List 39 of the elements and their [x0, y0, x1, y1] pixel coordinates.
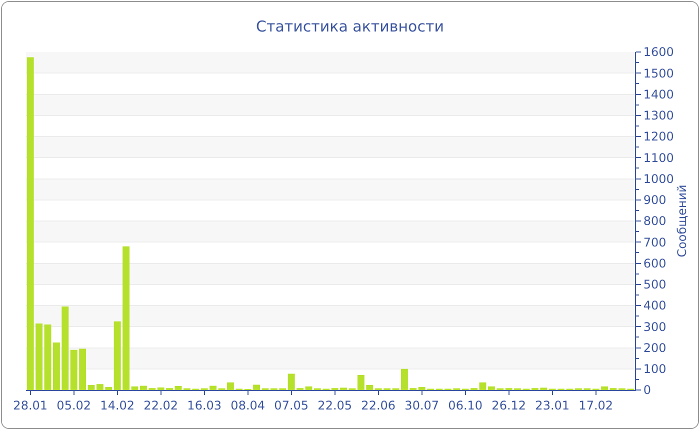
y-tick-label: 100 — [643, 362, 666, 376]
bar — [479, 382, 486, 390]
bar — [88, 384, 95, 390]
y-tick-label: 1200 — [643, 130, 674, 144]
y-tick-label: 1500 — [643, 66, 674, 80]
y-tick-label: 1300 — [643, 108, 674, 123]
x-tick-label: 05.02 — [56, 398, 92, 412]
y-tick-label: 1400 — [643, 87, 674, 102]
y-tick-label: 600 — [643, 256, 666, 270]
x-tick-label: 07.05 — [274, 398, 309, 412]
y-tick-label: 1000 — [643, 172, 674, 186]
x-tick-label: 14.02 — [100, 398, 135, 412]
x-tick-label: 22.02 — [144, 398, 178, 412]
x-tick-label: 28.01 — [13, 398, 48, 412]
x-tick-label: 06.10 — [448, 398, 483, 412]
y-tick-label: 800 — [643, 214, 666, 228]
y-tick-label: 1100 — [643, 150, 674, 165]
chart-title: Статистика активности — [256, 18, 444, 36]
y-tick-label: 700 — [643, 235, 666, 250]
y-tick-label: 900 — [643, 193, 666, 208]
bar — [174, 386, 182, 390]
y-axis-title: Сообщений — [674, 184, 689, 258]
y-tick-label: 0 — [643, 383, 652, 398]
y-tick-label: 500 — [643, 278, 666, 292]
y-tick-label: 400 — [643, 298, 666, 313]
y-tick-label: 300 — [643, 320, 666, 334]
bar — [44, 324, 52, 390]
y-tick-label: 200 — [643, 340, 666, 355]
x-tick-label: 17.02 — [578, 398, 614, 412]
x-tick-label: 16.03 — [187, 398, 222, 412]
y-tick-label: 1600 — [643, 45, 674, 60]
x-tick-label: 23.01 — [535, 398, 570, 412]
bar — [305, 386, 312, 390]
x-tick-label: 26.12 — [492, 398, 526, 412]
x-tick-label: 30.07 — [404, 398, 440, 412]
x-tick-label: 22.06 — [361, 398, 396, 412]
x-tick-label: 22.05 — [318, 398, 352, 412]
x-tick-label: 08.04 — [230, 398, 266, 412]
bar — [131, 386, 138, 390]
